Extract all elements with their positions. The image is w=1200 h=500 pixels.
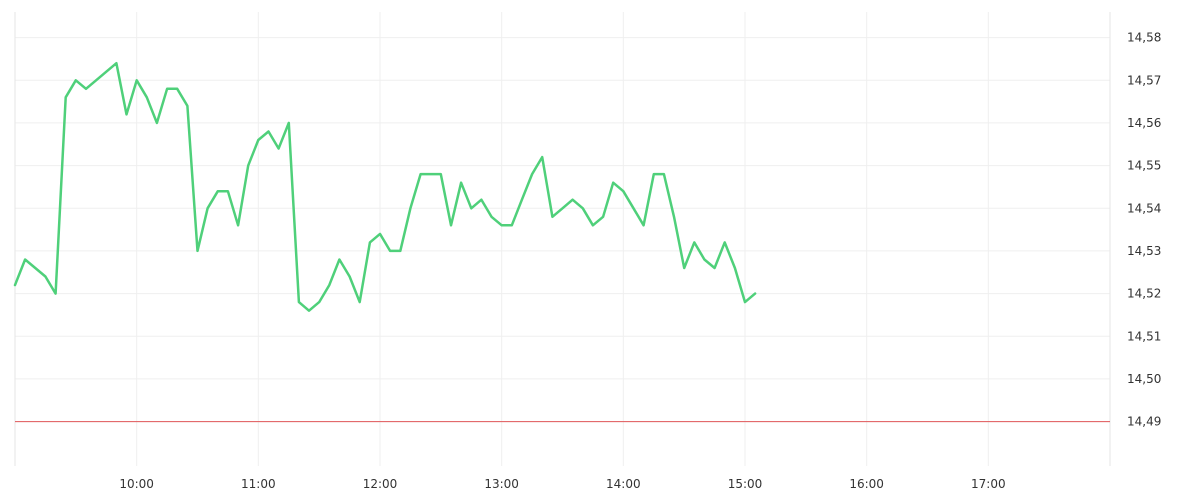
x-tick-label: 13:00 xyxy=(484,477,519,491)
y-tick-label: 14,52 xyxy=(1127,287,1161,301)
x-tick-label: 16:00 xyxy=(849,477,884,491)
y-tick-label: 14,57 xyxy=(1127,73,1161,87)
x-tick-label: 12:00 xyxy=(363,477,398,491)
y-axis-tick-labels: 14,49 14,50 14,51 14,52 14,53 14,54 14,55 14,56… xyxy=(1127,31,1161,429)
y-tick-label: 14,50 xyxy=(1127,372,1161,386)
x-tick-label: 11:00 xyxy=(241,477,276,491)
x-tick-label: 15:00 xyxy=(728,477,763,491)
y-tick-label: 14,54 xyxy=(1127,201,1161,215)
y-tick-label: 14,49 xyxy=(1127,415,1161,429)
axes xyxy=(14,12,1111,466)
x-tick-label: 14:00 xyxy=(606,477,641,491)
x-axis-tick-labels: 10:00 11:00 12:00 13:00 14:00 15:00 16:00 17:00 xyxy=(119,477,1005,491)
series-line xyxy=(13,61,757,312)
y-tick-label: 14,55 xyxy=(1127,159,1161,173)
gridlines xyxy=(15,12,1110,466)
y-tick-label: 14,58 xyxy=(1127,31,1161,45)
y-tick-label: 14,53 xyxy=(1127,244,1161,258)
x-tick-label: 17:00 xyxy=(971,477,1006,491)
series-layer xyxy=(13,61,757,312)
x-tick-label: 10:00 xyxy=(119,477,154,491)
y-tick-label: 14,51 xyxy=(1127,329,1161,343)
y-tick-label: 14,56 xyxy=(1127,116,1161,130)
